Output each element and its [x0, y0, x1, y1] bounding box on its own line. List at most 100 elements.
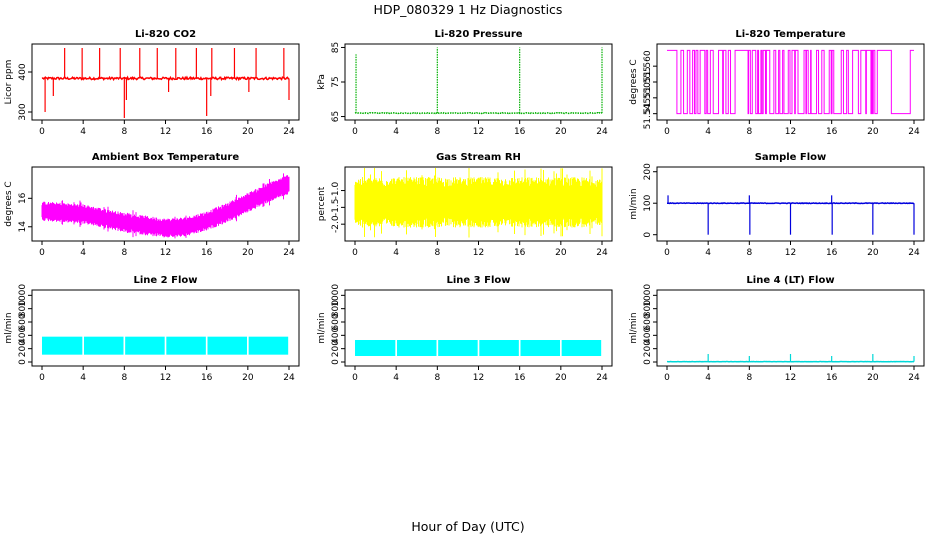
flow-band — [561, 340, 602, 356]
chart-title: Ambient Box Temperature — [92, 152, 239, 163]
y-tick-label: 200 — [643, 340, 653, 357]
y-tick-label: 600 — [643, 313, 653, 330]
flow-band — [166, 336, 206, 355]
x-tick-label: 24 — [596, 127, 608, 137]
x-tick-label: 0 — [39, 248, 45, 258]
x-tick-label: 8 — [121, 373, 127, 383]
data-layer — [666, 195, 915, 235]
data-layer — [41, 173, 290, 239]
y-axis-label: degrees C — [4, 181, 14, 226]
x-tick-label: 4 — [705, 373, 711, 383]
x-tick-label: 24 — [908, 373, 920, 383]
x-tick-label: 0 — [352, 248, 358, 258]
chart-title: Line 3 Flow — [447, 275, 511, 286]
y-tick-label: 0 — [331, 359, 341, 365]
x-tick-label: 12 — [785, 248, 796, 258]
y-tick-label: 200 — [18, 340, 28, 357]
x-tick-label: 20 — [242, 248, 254, 258]
x-tick-label: 4 — [705, 248, 711, 258]
x-tick-label: 16 — [826, 373, 838, 383]
x-tick-label: 8 — [746, 127, 752, 137]
flow-band — [438, 340, 478, 356]
x-tick-label: 0 — [664, 373, 670, 383]
x-tick-label: 24 — [283, 248, 295, 258]
figure-xlabel: Hour of Day (UTC) — [411, 519, 524, 534]
y-tick-label: 600 — [18, 313, 28, 330]
chart-panel: Sample Flow ml/min 0 4 8 12 16 20 24 0 100 200 — [629, 152, 925, 258]
chart-panel: Li-820 CO2 Licor ppm 0 4 8 12 16 20 24 300 400 — [4, 29, 300, 137]
series-line — [41, 75, 290, 82]
y-tick-label: 75 — [331, 76, 341, 87]
x-tick-label: 0 — [352, 127, 358, 137]
chart-panel: Gas Stream RH percent 0 4 8 12 16 20 24 -2.0-1.5-… — [317, 152, 613, 258]
flow-band — [248, 336, 289, 355]
x-tick-label: 8 — [746, 248, 752, 258]
x-tick-label: 4 — [80, 127, 86, 137]
x-tick-label: 8 — [746, 373, 752, 383]
x-tick-label: 20 — [242, 373, 254, 383]
chart-title: Li-820 CO2 — [135, 29, 196, 40]
x-tick-label: 0 — [39, 373, 45, 383]
plot-frame — [344, 43, 613, 121]
y-tick-label: 0 — [18, 359, 28, 365]
x-tick-label: 4 — [80, 373, 86, 383]
flow-band — [125, 336, 165, 355]
x-tick-label: 4 — [80, 248, 86, 258]
x-tick-label: 20 — [867, 127, 879, 137]
y-axis-label: ml/min — [629, 312, 639, 343]
flow-band — [355, 340, 396, 356]
x-tick-label: 16 — [826, 127, 838, 137]
y-tick-label: 400 — [643, 326, 653, 343]
y-tick-label: 1000 — [331, 284, 341, 307]
x-tick-label: 8 — [121, 248, 127, 258]
y-axis-label: ml/min — [629, 188, 639, 219]
flow-band — [42, 336, 83, 355]
chart-title: Li-820 Pressure — [434, 29, 522, 40]
plot-frame — [31, 43, 300, 121]
x-tick-label: 16 — [201, 127, 213, 137]
y-tick-label: 600 — [331, 313, 341, 330]
series-line — [354, 111, 603, 115]
x-tick-label: 20 — [555, 373, 567, 383]
x-tick-label: 12 — [473, 373, 484, 383]
y-tick-label: 65 — [331, 111, 341, 122]
y-axis-label: Licor ppm — [4, 60, 14, 105]
x-tick-label: 12 — [160, 248, 171, 258]
y-tick-label: 800 — [18, 300, 28, 317]
x-tick-label: 4 — [393, 373, 399, 383]
data-layer — [41, 48, 290, 118]
x-tick-label: 20 — [555, 248, 567, 258]
chart-panel: Line 3 Flow ml/min 0 4 8 12 16 20 24 0 20040060080… — [317, 275, 613, 383]
x-tick-label: 24 — [908, 127, 920, 137]
x-tick-label: 12 — [785, 127, 796, 137]
x-tick-label: 8 — [121, 127, 127, 137]
flow-band — [207, 336, 248, 355]
x-tick-label: 4 — [393, 127, 399, 137]
x-tick-label: 24 — [596, 373, 608, 383]
x-tick-label: 0 — [664, 127, 670, 137]
flow-band — [83, 336, 124, 355]
x-tick-label: 16 — [514, 248, 526, 258]
x-tick-label: 24 — [283, 373, 295, 383]
x-tick-label: 0 — [352, 373, 358, 383]
x-tick-label: 16 — [826, 248, 838, 258]
x-tick-label: 16 — [514, 127, 526, 137]
chart-title: Sample Flow — [755, 152, 827, 163]
x-tick-label: 12 — [785, 373, 796, 383]
chart-title: Line 4 (LT) Flow — [746, 275, 834, 286]
x-tick-label: 24 — [283, 127, 295, 137]
x-tick-label: 0 — [39, 127, 45, 137]
y-tick-label: 100 — [643, 194, 653, 211]
x-tick-label: 4 — [705, 127, 711, 137]
x-tick-label: 24 — [596, 248, 608, 258]
noise-band — [41, 173, 290, 239]
chart-panel: Ambient Box Temperature degrees C 0 4 8 12 16 2… — [4, 152, 300, 258]
data-layer — [354, 47, 603, 115]
y-tick-label: 51.550 — [643, 82, 653, 114]
chart-title: Li-820 Temperature — [735, 29, 845, 40]
flow-band — [396, 340, 437, 356]
y-tick-label: 51.545 — [643, 98, 653, 129]
x-tick-label: 20 — [867, 373, 879, 383]
y-tick-label: 51.555 — [643, 66, 653, 98]
x-tick-label: 16 — [514, 373, 526, 383]
